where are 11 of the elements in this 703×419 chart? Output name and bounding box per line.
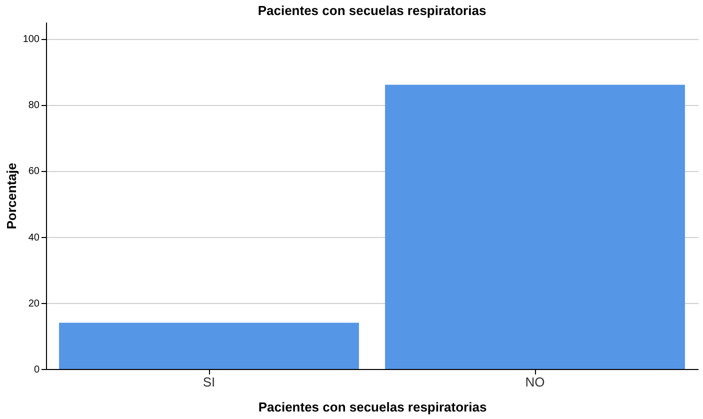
x-tick-label: SI: [202, 374, 216, 390]
y-tick-label: 100: [22, 34, 40, 46]
y-tick-label: 60: [28, 166, 40, 178]
y-axis-title: Porcentaje: [4, 162, 19, 230]
x-tick-label: NO: [525, 374, 545, 390]
y-tick-label: 0: [34, 364, 40, 376]
y-tick-label: 80: [28, 100, 40, 112]
chart-title: Pacientes con secuelas respiratorias: [258, 3, 486, 18]
x-axis-title: Pacientes con secuelas respiratorias: [258, 400, 487, 414]
y-tick-label: 40: [28, 232, 40, 244]
y-tick-label: 20: [28, 298, 40, 310]
